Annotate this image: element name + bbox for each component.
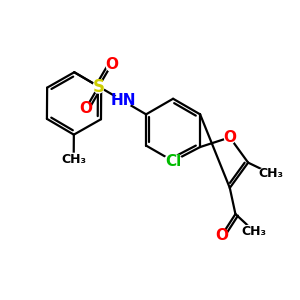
Text: O: O: [105, 57, 118, 72]
Ellipse shape: [241, 225, 267, 238]
Text: O: O: [223, 130, 236, 145]
Ellipse shape: [114, 94, 132, 107]
Text: CH₃: CH₃: [258, 167, 284, 180]
Text: S: S: [93, 77, 105, 95]
Text: O: O: [215, 228, 228, 243]
Ellipse shape: [224, 131, 235, 144]
Text: CH₃: CH₃: [61, 153, 86, 167]
Text: CH₃: CH₃: [242, 225, 266, 238]
Ellipse shape: [258, 167, 284, 180]
Ellipse shape: [61, 153, 87, 167]
Text: O: O: [80, 101, 92, 116]
Ellipse shape: [164, 154, 182, 168]
Text: HN: HN: [110, 93, 136, 108]
Text: Cl: Cl: [165, 154, 181, 169]
Ellipse shape: [216, 229, 227, 242]
Ellipse shape: [80, 102, 91, 115]
Ellipse shape: [106, 58, 117, 71]
Ellipse shape: [93, 80, 104, 93]
